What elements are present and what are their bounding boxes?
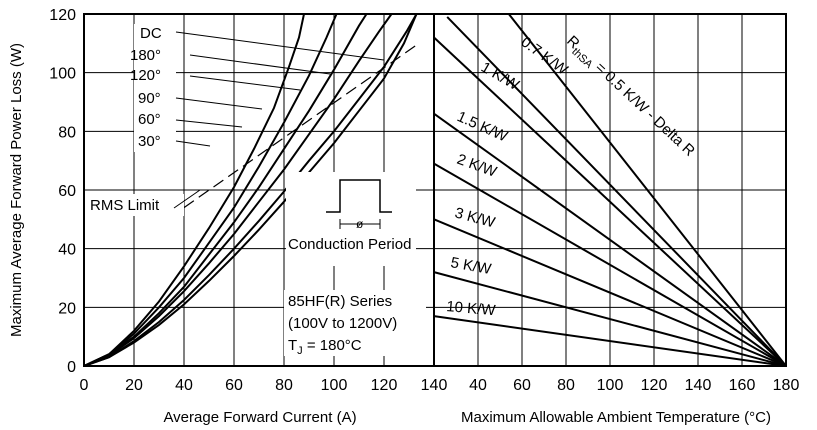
power-loss-curve [83, 13, 393, 367]
label-3kw: 3 K/W [453, 204, 498, 231]
power-loss-curve [83, 13, 418, 367]
x-tick-label-right: 180 [773, 377, 800, 394]
thermal-resistance-line [446, 16, 787, 367]
power-loss-curve [83, 13, 305, 367]
label-10kw: 10 K/W [446, 298, 497, 319]
rthsa-main: = 0.5 K/W - Delta R [589, 56, 699, 160]
curve-label-dc: DC [140, 25, 162, 42]
curve-label-120: 120° [130, 67, 161, 84]
grid-layer [83, 13, 787, 367]
junction-temperature: TJ = 180°C [288, 337, 362, 357]
thermal-resistance-line [433, 315, 787, 367]
y-tick-label: 0 [67, 359, 76, 376]
conduction-symbol: ø [356, 217, 364, 231]
label-5kw: 5 K/W [449, 254, 493, 278]
conduction-period-diagram: ø Conduction Period [286, 172, 416, 266]
curve-label-180: 180° [130, 47, 161, 64]
x-tick-label-left: 140 [421, 377, 448, 394]
x-tick-label-right: 80 [557, 377, 575, 394]
rthsa-label: RthSA = 0.5 K/W - Delta R [561, 32, 698, 162]
leader-180 [189, 54, 331, 75]
x-tick-label-left: 20 [125, 377, 143, 394]
thermal-resistance-line [433, 218, 787, 367]
x-tick-label-left: 80 [275, 377, 293, 394]
x-tick-label-right: 100 [597, 377, 624, 394]
series-layer [83, 13, 787, 367]
thermal-resistance-line [508, 13, 787, 367]
leader-120 [189, 75, 301, 91]
series-name: 85HF(R) Series [288, 293, 392, 310]
label-1kw: 1 K/W [478, 59, 523, 95]
x-tick-label-right: 120 [641, 377, 668, 394]
pulse-waveform [326, 179, 392, 213]
tj-sub: J [297, 345, 303, 357]
x-tick-label-right: 40 [469, 377, 487, 394]
thermal-resistance-line [433, 36, 787, 367]
rms-limit-label: RMS Limit [90, 197, 160, 214]
x-axis-title-left: Average Forward Current (A) [163, 409, 356, 426]
leader-90 [175, 97, 263, 110]
leader-30 [175, 140, 211, 147]
x-tick-label-right: 160 [729, 377, 756, 394]
rms-label-backdrop [86, 194, 184, 216]
x-tick-label-left: 40 [175, 377, 193, 394]
label-backdrop [134, 24, 176, 152]
note-backdrop [284, 290, 426, 356]
inset-backdrop [286, 172, 416, 266]
left-curve-labels: DC 180° 120° 90° 60° 30° [130, 24, 385, 152]
power-loss-curve [83, 13, 338, 367]
curve-label-90: 90° [138, 90, 161, 107]
series-note: 85HF(R) Series (100V to 1200V) TJ = 180°… [284, 290, 426, 357]
x-axis-title-right: Maximum Allowable Ambient Temperature (°… [461, 409, 771, 426]
leader-dc [175, 31, 385, 61]
power-loss-curve [83, 13, 368, 367]
x-tick-label-left: 100 [321, 377, 348, 394]
thermal-resistance-line [433, 112, 787, 367]
leader-60 [175, 119, 243, 128]
label-1-5kw: 1.5 K/W [454, 108, 510, 146]
y-tick-label: 40 [58, 242, 76, 259]
x-tick-label-right: 60 [513, 377, 531, 394]
tj-rest: = 180°C [303, 337, 362, 354]
curve-label-60: 60° [138, 111, 161, 128]
y-axis-title: Maximum Average Forward Power Loss (W) [8, 43, 25, 337]
tick-layer: 0 20 40 60 80 100 120 0 20 40 60 80 100 120 140 40 60 80 1… [49, 7, 799, 394]
y-tick-label: 20 [58, 300, 76, 317]
y-tick-label: 80 [58, 124, 76, 141]
thermal-resistance-line [433, 271, 787, 367]
rms-limit-leader [173, 189, 201, 209]
voltage-range: (100V to 1200V) [288, 315, 397, 332]
x-tick-label-left: 120 [371, 377, 398, 394]
power-loss-curve [183, 42, 420, 209]
y-tick-label: 60 [58, 183, 76, 200]
tj-prefix: T [288, 337, 297, 354]
power-loss-curve [83, 13, 418, 367]
y-tick-label: 120 [49, 7, 76, 24]
thermal-resistance-line [433, 162, 787, 367]
x-tick-label-left: 60 [225, 377, 243, 394]
x-tick-label-right: 140 [685, 377, 712, 394]
y-tick-label: 100 [49, 66, 76, 83]
x-tick-label-left: 0 [80, 377, 89, 394]
conduction-period-label: Conduction Period [288, 236, 411, 253]
curve-label-30: 30° [138, 133, 161, 150]
